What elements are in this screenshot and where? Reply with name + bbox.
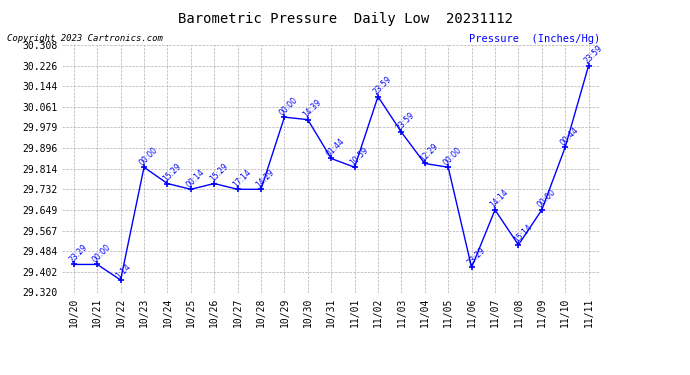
Text: 23:59: 23:59 bbox=[395, 110, 417, 132]
Text: Pressure  (Inches/Hg): Pressure (Inches/Hg) bbox=[469, 34, 600, 44]
Text: 1:14: 1:14 bbox=[115, 262, 132, 280]
Text: 17:14: 17:14 bbox=[231, 168, 253, 189]
Text: Copyright 2023 Cartronics.com: Copyright 2023 Cartronics.com bbox=[7, 34, 163, 43]
Text: 00:00: 00:00 bbox=[535, 188, 558, 210]
Text: 15:29: 15:29 bbox=[161, 162, 183, 183]
Text: 23:59: 23:59 bbox=[582, 44, 604, 66]
Text: 15:14: 15:14 bbox=[512, 223, 534, 245]
Text: 15:29: 15:29 bbox=[208, 162, 230, 183]
Text: 00:00: 00:00 bbox=[137, 146, 159, 167]
Text: 14:14: 14:14 bbox=[489, 188, 511, 210]
Text: 10:59: 10:59 bbox=[348, 146, 370, 167]
Text: 14:29: 14:29 bbox=[255, 168, 277, 189]
Text: 00:00: 00:00 bbox=[442, 146, 464, 167]
Text: 23:29: 23:29 bbox=[465, 246, 487, 267]
Text: 00:44: 00:44 bbox=[559, 125, 581, 147]
Text: 12:29: 12:29 bbox=[418, 142, 440, 164]
Text: 00:00: 00:00 bbox=[278, 95, 300, 117]
Text: 00:00: 00:00 bbox=[91, 243, 112, 264]
Text: 23:29: 23:29 bbox=[68, 243, 89, 264]
Text: 00:14: 00:14 bbox=[184, 168, 206, 189]
Text: 23:59: 23:59 bbox=[372, 75, 393, 97]
Text: 14:39: 14:39 bbox=[302, 98, 324, 120]
Text: Barometric Pressure  Daily Low  20231112: Barometric Pressure Daily Low 20231112 bbox=[177, 12, 513, 26]
Text: 01:44: 01:44 bbox=[325, 136, 346, 159]
